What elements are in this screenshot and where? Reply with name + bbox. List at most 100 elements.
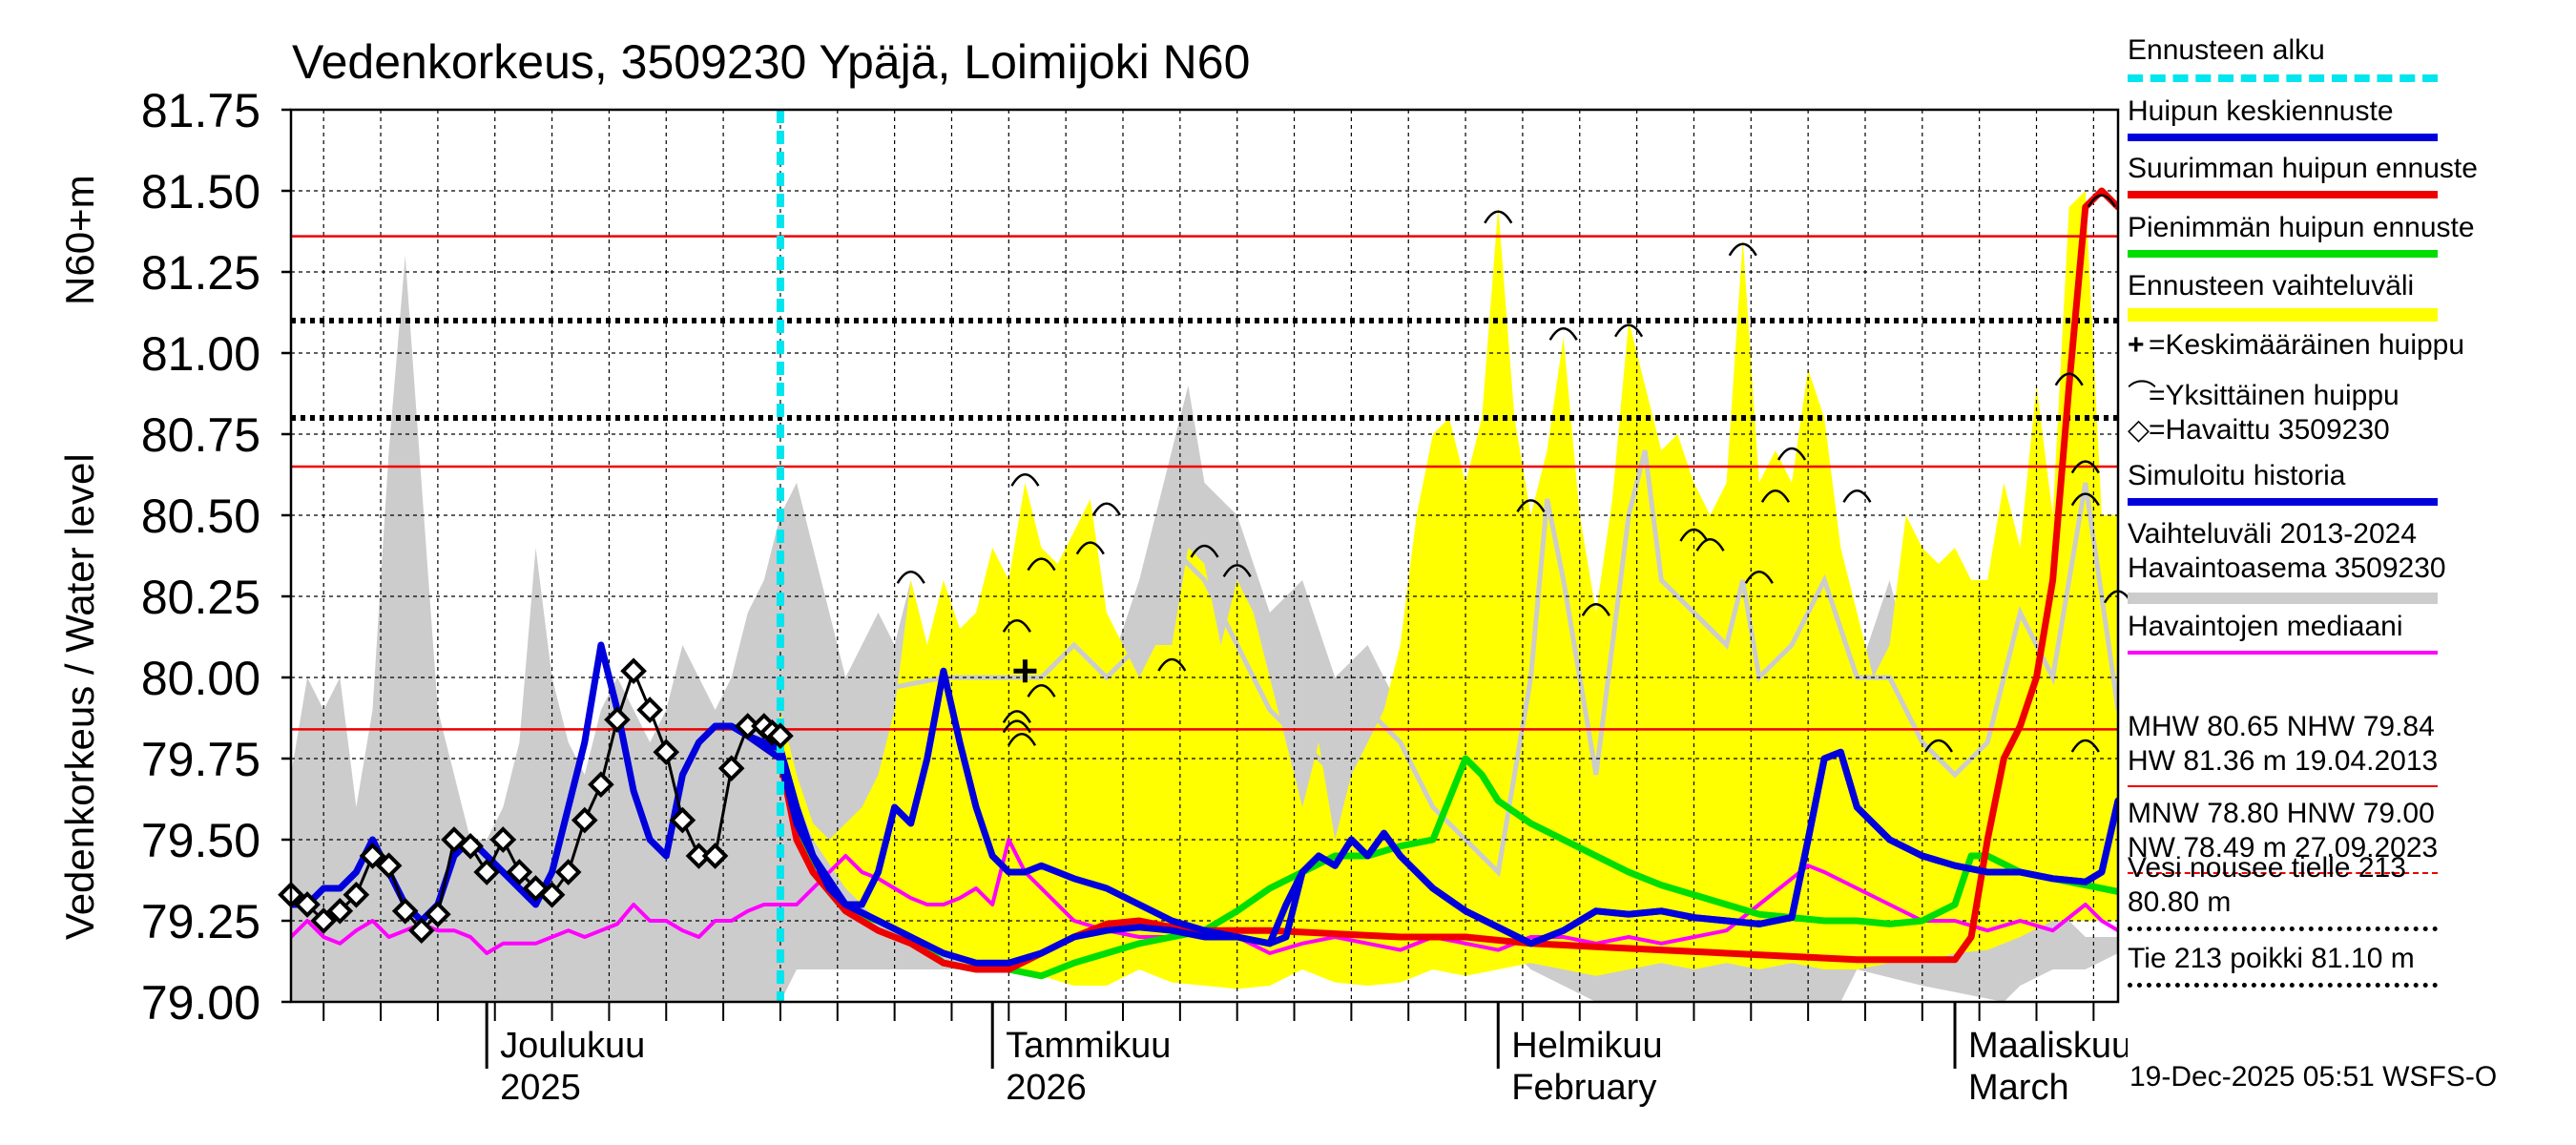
single-peak-marker [2054, 372, 2084, 386]
x-month-label: Tammikuu [1006, 1026, 1171, 1066]
legend-observed-symbol: ◇=Havaittu 3509230 [2128, 414, 2390, 446]
series-line [744, 187, 2118, 973]
single-peak-marker [896, 570, 925, 584]
y-tick-label: 80.00 [141, 652, 260, 705]
single-peak-marker [1027, 557, 1056, 572]
y-tick-label: 79.50 [141, 814, 260, 867]
x-month-label: Maaliskuu [1968, 1026, 2128, 1066]
single-peak-marker [1484, 210, 1513, 224]
observed-point [425, 901, 451, 928]
plus-icon: + [2128, 329, 2145, 361]
arc-icon: ⌒ [2128, 380, 2156, 411]
footer-timestamp: 19-Dec-2025 05:51 WSFS-O [2129, 1061, 2498, 1093]
legend-swatch-max [2128, 191, 2438, 198]
observed-point [538, 881, 566, 908]
single-peak-marker [1760, 489, 1791, 503]
observed-point [326, 897, 354, 925]
x-year-label: 2025 [500, 1068, 581, 1108]
y-tick-label: 81.00 [141, 327, 260, 381]
y-tick-label: 81.75 [141, 84, 260, 137]
plot-frame [289, 108, 2120, 1004]
observed-point [701, 843, 729, 869]
observed-point [717, 755, 745, 782]
observed-point [375, 852, 403, 880]
observed-point [506, 859, 533, 885]
observed-point [767, 722, 794, 750]
single-peak-marker [2070, 492, 2100, 507]
x-month-label: Joulukuu [500, 1026, 645, 1066]
single-peak-marker [1027, 683, 1056, 697]
diamond-icon: ◇ [2128, 414, 2150, 446]
forecast-range-band [779, 191, 2118, 989]
single-peak-marker [1002, 719, 1031, 734]
threshold-layer [291, 235, 2118, 731]
single-peak-marker [1007, 732, 1037, 746]
legend-swatch-mhw [2128, 785, 2438, 787]
axes-layer: 79.00 79.25 79.50 79.75 80.00 80.25 80.50 80.75… [141, 84, 2128, 1108]
x-year-label: March [1968, 1068, 2069, 1108]
single-peak-marker [1190, 544, 1219, 558]
observed-point [407, 917, 435, 945]
single-peak-marker [1842, 489, 1872, 503]
single-peak-marker [1091, 502, 1121, 516]
single-peak-marker [1548, 326, 1578, 341]
single-peak-marker [1010, 472, 1040, 487]
single-peak-marker [1002, 710, 1031, 724]
legend-swatch-road-closed [2128, 983, 2438, 988]
single-peak-marker [1776, 447, 1807, 461]
x-year-label: February [1511, 1068, 1656, 1108]
observed-point [604, 706, 631, 734]
legend-swatch-simulated [2128, 498, 2438, 506]
single-peak-marker [1744, 570, 1774, 584]
observed-point [473, 859, 501, 885]
single-peak-marker [1157, 657, 1187, 672]
y-axis-label-top: N60+m [57, 175, 102, 305]
x-month-label: Helmikuu [1511, 1026, 1662, 1066]
legend-swatch-road-flood [2128, 926, 2438, 931]
observed-point [489, 826, 517, 853]
y-tick-label: 80.75 [141, 408, 260, 462]
y-tick-label: 81.50 [141, 165, 260, 219]
y-tick-label: 80.50 [141, 489, 260, 543]
y-tick-label: 80.25 [141, 571, 260, 624]
chart-title: Vedenkorkeus, 3509230 Ypäjä, Loimijoki N… [292, 35, 1250, 89]
legend-swatch-history [2128, 593, 2438, 604]
observed-point [391, 897, 419, 925]
observed-point [571, 806, 598, 834]
single-peak-marker [1923, 739, 1953, 753]
x-year-label: 2026 [1006, 1068, 1087, 1108]
y-tick-label: 79.25 [141, 895, 260, 948]
observed-point [310, 907, 338, 934]
single-peak-marker [2070, 739, 2100, 753]
single-peak-marker [1075, 541, 1105, 555]
single-peak-marker [1613, 323, 1644, 338]
observed-point [620, 657, 647, 685]
observed-point [669, 806, 696, 834]
y-tick-label: 79.00 [141, 976, 260, 1030]
mean-peak-marker [1013, 659, 1037, 683]
observed-point [457, 832, 484, 860]
legend-swatch-forecast-start [2128, 74, 2438, 82]
y-tick-label: 79.75 [141, 733, 260, 786]
observed-point [653, 739, 680, 766]
series-line [291, 641, 2118, 947]
series-layer [291, 110, 2118, 1002]
single-peak-marker [2087, 194, 2116, 208]
single-peak-marker [1002, 618, 1031, 633]
legend-swatch-mnw [2128, 872, 2438, 874]
single-peak-marker [2070, 460, 2100, 474]
single-peak-marker [1679, 528, 1709, 542]
single-peak-marker [1581, 602, 1610, 616]
legend-mean-peak-symbol: + =Keskimääräinen huippu [2128, 329, 2465, 361]
y-axis-label-bottom: Vedenkorkeus / Water level [57, 453, 102, 940]
observed-point [588, 771, 614, 799]
marker-layer [278, 194, 2128, 945]
legend-swatch-median [2128, 651, 2438, 655]
legend-swatch-min [2128, 250, 2438, 258]
observed-point [636, 697, 663, 723]
water-level-chart: Vedenkorkeus, 3509230 Ypäjä, Loimijoki N… [57, 35, 2128, 1108]
observed-point [359, 843, 386, 869]
single-peak-marker [1222, 564, 1252, 578]
observed-point [343, 881, 370, 908]
observed-point [294, 891, 321, 918]
